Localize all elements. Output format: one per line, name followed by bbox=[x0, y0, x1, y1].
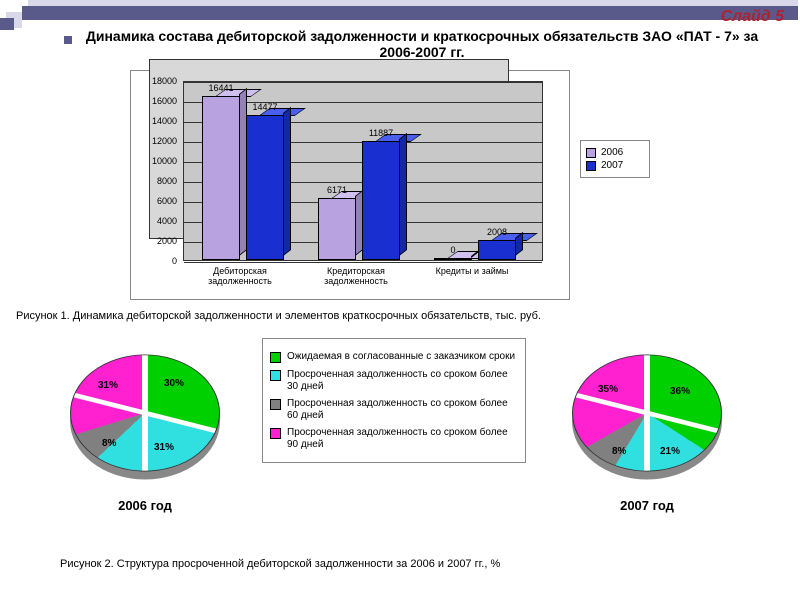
bar-chart: 164411447761711188702008 020004000600080… bbox=[130, 70, 570, 300]
legend-swatch bbox=[586, 161, 596, 171]
bar: 6171 bbox=[318, 198, 356, 260]
legend-row: 2006 bbox=[586, 147, 644, 158]
pie-slice-label: 35% bbox=[598, 384, 618, 395]
bar: 2008 bbox=[478, 240, 516, 260]
legend-label: Просроченная задолженность со сроком бол… bbox=[287, 398, 518, 421]
bar-value-label: 11887 bbox=[369, 128, 393, 138]
legend-row: Ожидаемая в согласованные с заказчиком с… bbox=[270, 351, 518, 363]
legend-label: Ожидаемая в согласованные с заказчиком с… bbox=[287, 351, 515, 363]
grid-line bbox=[184, 262, 542, 263]
pie-chart-legend: Ожидаемая в согласованные с заказчиком с… bbox=[262, 338, 526, 463]
legend-swatch bbox=[270, 428, 281, 439]
legend-row: Просроченная задолженность со сроком бол… bbox=[270, 427, 518, 450]
y-tick-label: 18000 bbox=[131, 76, 177, 86]
pie-slice-label: 31% bbox=[154, 442, 174, 453]
legend-swatch bbox=[270, 399, 281, 410]
bar-value-label: 0 bbox=[450, 245, 455, 255]
bar-chart-plot: 164411447761711188702008 bbox=[183, 81, 543, 261]
figure-1-caption: Рисунок 1. Динамика дебиторской задолжен… bbox=[16, 310, 541, 322]
bar: 0 bbox=[434, 258, 472, 260]
bar: 16441 bbox=[202, 96, 240, 260]
legend-swatch bbox=[270, 352, 281, 363]
bar-value-label: 14477 bbox=[252, 102, 277, 112]
bar-value-label: 16441 bbox=[208, 83, 233, 93]
legend-label: Просроченная задолженность со сроком бол… bbox=[287, 427, 518, 450]
pie-slice-label: 8% bbox=[102, 438, 116, 449]
bar-value-label: 2008 bbox=[487, 227, 507, 237]
y-tick-label: 6000 bbox=[131, 196, 177, 206]
legend-label: 2006 bbox=[601, 147, 623, 158]
pie-year-label: 2007 год bbox=[572, 498, 722, 513]
pie-disc bbox=[572, 355, 722, 472]
y-tick-label: 2000 bbox=[131, 236, 177, 246]
x-category-label: Дебиторская задолженность bbox=[185, 267, 295, 287]
pie-disc bbox=[70, 355, 220, 472]
bar-value-label: 6171 bbox=[327, 185, 347, 195]
y-tick-label: 4000 bbox=[131, 216, 177, 226]
grid-line bbox=[184, 82, 542, 83]
legend-swatch bbox=[586, 148, 596, 158]
legend-swatch bbox=[270, 370, 281, 381]
pie-slice-label: 21% bbox=[660, 446, 680, 457]
legend-label: 2007 bbox=[601, 160, 623, 171]
y-tick-label: 10000 bbox=[131, 156, 177, 166]
pie-slice-label: 8% bbox=[612, 446, 626, 457]
pie-slice-label: 30% bbox=[164, 378, 184, 389]
x-category-label: Кредиты и займы bbox=[417, 267, 527, 277]
y-tick-label: 14000 bbox=[131, 116, 177, 126]
slide-title: Динамика состава дебиторской задолженнос… bbox=[82, 28, 762, 60]
pie-chart-2006: 2006 год 30%31%8%31% bbox=[70, 338, 220, 488]
slide-number: Слайд 5 bbox=[721, 8, 784, 26]
figure-2-caption: Рисунок 2. Структура просроченной дебито… bbox=[60, 558, 500, 570]
legend-row: Просроченная задолженность со сроком бол… bbox=[270, 369, 518, 392]
pie-slice-label: 31% bbox=[98, 380, 118, 391]
y-tick-label: 0 bbox=[131, 256, 177, 266]
bar-chart-legend: 2006 2007 bbox=[580, 140, 650, 178]
pie-chart-2007: 2007 год 36%21%8%35% bbox=[572, 338, 722, 488]
y-tick-label: 8000 bbox=[131, 176, 177, 186]
legend-row: 2007 bbox=[586, 160, 644, 171]
bar: 11887 bbox=[362, 141, 400, 260]
bar: 14477 bbox=[246, 115, 284, 260]
legend-label: Просроченная задолженность со сроком бол… bbox=[287, 369, 518, 392]
x-category-label: Кредиторская задолженность bbox=[301, 267, 411, 287]
pie-year-label: 2006 год bbox=[70, 498, 220, 513]
y-tick-label: 16000 bbox=[131, 96, 177, 106]
pie-slice-label: 36% bbox=[670, 386, 690, 397]
title-bullet bbox=[64, 36, 72, 44]
legend-row: Просроченная задолженность со сроком бол… bbox=[270, 398, 518, 421]
y-tick-label: 12000 bbox=[131, 136, 177, 146]
